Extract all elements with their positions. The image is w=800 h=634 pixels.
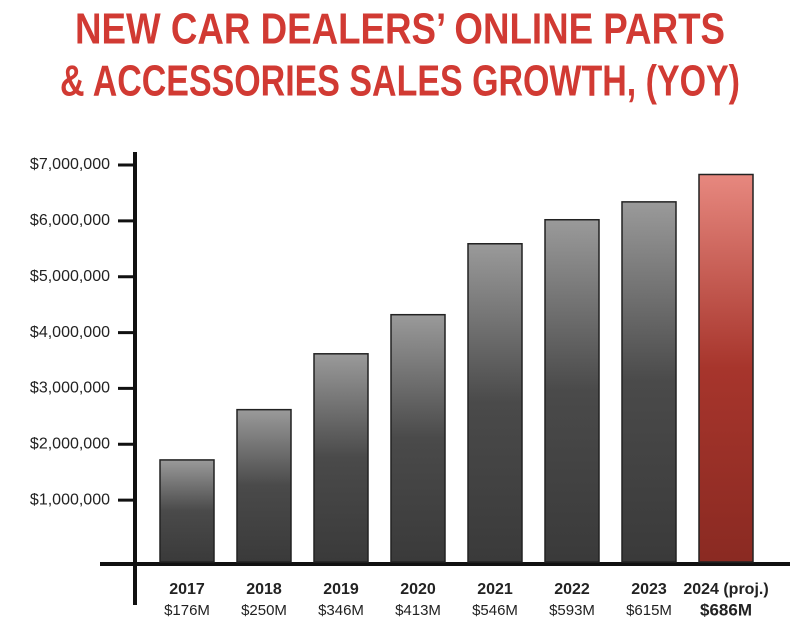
bar	[698, 173, 754, 563]
x-tick-label: 2019	[323, 581, 359, 598]
bar	[236, 408, 292, 563]
x-tick-label: 2021	[477, 581, 513, 598]
x-sublabel: $686M	[700, 600, 752, 619]
x-tick-label: 2023	[631, 581, 667, 598]
bar	[390, 313, 446, 563]
y-tick-label: $1,000,000	[30, 491, 110, 508]
x-sublabel: $546M	[472, 602, 518, 619]
bar	[159, 459, 215, 563]
bar	[313, 353, 369, 563]
x-sublabel: $250M	[241, 602, 287, 619]
chart-title: NEW CAR DEALERS’ ONLINE PARTS	[75, 5, 725, 54]
x-sublabel: $615M	[626, 602, 672, 619]
y-tick-label: $4,000,000	[30, 324, 110, 341]
chart-title: & ACCESSORIES SALES GROWTH, (YOY)	[60, 57, 740, 106]
y-tick-label: $2,000,000	[30, 436, 110, 453]
bar	[467, 243, 523, 563]
x-tick-label: 2017	[169, 581, 205, 598]
y-tick-label: $6,000,000	[30, 212, 110, 229]
x-tick-label: 2020	[400, 581, 436, 598]
bar	[621, 201, 677, 563]
y-tick-label: $7,000,000	[30, 156, 110, 173]
y-tick-label: $5,000,000	[30, 268, 110, 285]
x-tick-label: 2018	[246, 581, 282, 598]
bar	[544, 218, 600, 563]
y-tick-label: $3,000,000	[30, 380, 110, 397]
x-sublabel: $176M	[164, 602, 210, 619]
x-sublabel: $593M	[549, 602, 595, 619]
x-sublabel: $346M	[318, 602, 364, 619]
x-tick-label: 2022	[554, 581, 590, 598]
x-tick-label: 2024 (proj.)	[683, 581, 768, 598]
x-sublabel: $413M	[395, 602, 441, 619]
